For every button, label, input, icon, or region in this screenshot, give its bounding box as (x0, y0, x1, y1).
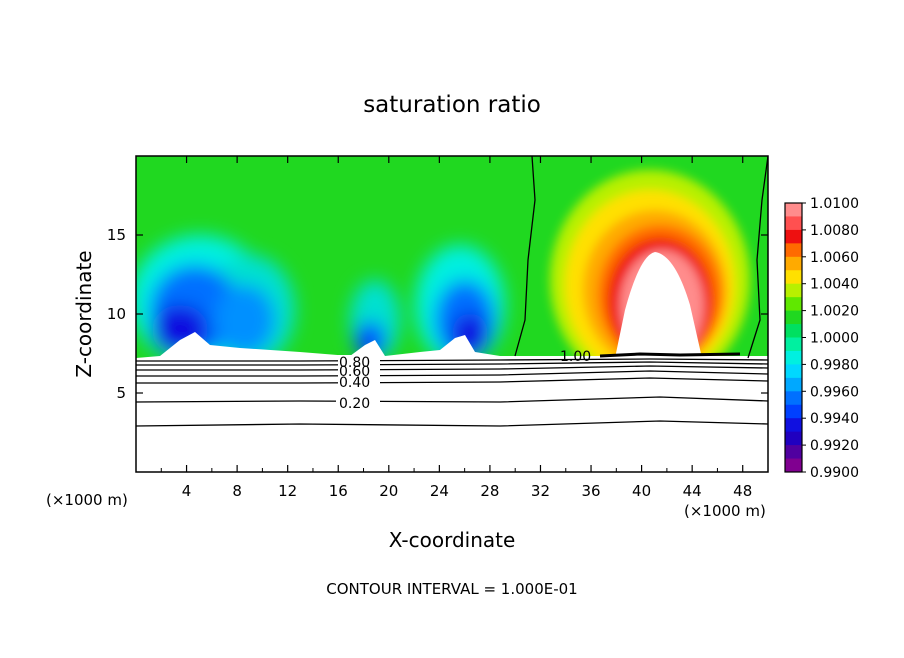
x-tick-label: 36 (581, 482, 600, 500)
colorbar: 1.0100 1.0080 1.0060 1.0040 1.0020 1.0000 0.99… (784, 196, 859, 481)
x-tick-label: 28 (480, 482, 499, 500)
subsaturated-region (136, 235, 505, 365)
colorbar-swatch (785, 216, 802, 231)
contour-line-base (599, 352, 741, 358)
y-tick-label: 15 (107, 226, 126, 244)
contour-line-d (136, 370, 768, 377)
colorbar-swatch (785, 337, 802, 352)
x-axis-ticks: 4 8 12 16 20 24 28 32 36 40 44 48 (160, 156, 752, 500)
contour-labels: 0.80 0.60 0.40 0.20 1.00 (336, 349, 591, 412)
contour-line-right (747, 156, 768, 359)
x-unit-left: (×1000 m) (46, 491, 128, 509)
colorbar-label: 1.0080 (810, 223, 859, 239)
contour-line-a (136, 358, 768, 362)
colorbar-swatch (785, 377, 802, 392)
colorbar-swatch (785, 418, 802, 433)
chart-title: saturation ratio (363, 92, 541, 118)
contour-line-f (136, 396, 768, 403)
contour-label-100: 1.00 (560, 349, 591, 365)
colorbar-swatch (785, 297, 802, 312)
colorbar-label: 1.0060 (810, 250, 859, 266)
colorbar-swatch (785, 243, 802, 258)
contour-line-e (136, 377, 768, 384)
contour-interval-footer: CONTOUR INTERVAL = 1.000E-01 (326, 580, 577, 598)
x-tick-label: 24 (430, 482, 449, 500)
colorbar-swatch (785, 270, 802, 285)
x-tick-label: 12 (278, 482, 297, 500)
x-unit-right: (×1000 m) (684, 502, 766, 520)
colorbar-swatch (785, 404, 802, 419)
dry-core-2 (215, 285, 275, 355)
contour-label-080: 0.80 (339, 355, 370, 371)
contour-label-040: 0.40 (339, 375, 370, 391)
y-axis-label: Z-coordinate (72, 250, 96, 377)
contour-line-left (514, 156, 536, 357)
x-tick-label: 4 (182, 482, 192, 500)
colorbar-label: 0.9940 (810, 411, 859, 427)
colorbar-swatch (785, 350, 802, 365)
saturation-field: 0.80 0.60 0.40 0.20 1.00 (136, 156, 768, 472)
colorbar-swatch (785, 431, 802, 446)
x-tick-label: 8 (232, 482, 242, 500)
contour-label-background-2 (336, 395, 380, 409)
colorbar-swatch (785, 445, 802, 460)
x-tick-label: 48 (733, 482, 752, 500)
contour-line-g (136, 420, 768, 427)
colorbar-label: 1.0100 (810, 196, 859, 212)
colorbar-swatch (785, 324, 802, 338)
contour-line-c (136, 365, 768, 371)
y-tick-label: 10 (107, 305, 126, 323)
contour-line-b (136, 361, 768, 366)
x-tick-label: 40 (632, 482, 651, 500)
colorbar-label: 0.9960 (810, 384, 859, 400)
x-tick-label: 44 (683, 482, 702, 500)
y-tick-label: 5 (116, 384, 126, 402)
colorbar-swatch (785, 229, 802, 244)
colorbar-label: 0.9920 (810, 438, 859, 454)
contour-label-060: 0.60 (339, 364, 370, 380)
colorbar-swatch (785, 458, 802, 473)
colorbar-swatch (785, 391, 802, 406)
contour-label-background (338, 355, 380, 390)
colorbar-label: 1.0000 (810, 331, 859, 347)
colorbar-label: 1.0020 (810, 304, 859, 320)
y-axis-ticks: 5 10 15 (107, 226, 768, 402)
x-tick-label: 32 (531, 482, 550, 500)
x-tick-label: 16 (329, 482, 348, 500)
x-axis-label: X-coordinate (389, 528, 516, 552)
x-tick-label: 20 (379, 482, 398, 500)
colorbar-swatch (785, 203, 802, 217)
colorbar-swatch (785, 256, 802, 271)
colorbar-swatch (785, 364, 802, 379)
colorbar-swatch (785, 310, 802, 325)
colorbar-label: 1.0040 (810, 277, 859, 293)
colorbar-swatch (785, 283, 802, 298)
contour-lines (136, 156, 768, 427)
contour-label-020: 0.20 (339, 396, 370, 412)
colorbar-label: 0.9900 (810, 465, 859, 481)
colorbar-label: 0.9980 (810, 357, 859, 373)
saturated-core (615, 252, 702, 358)
